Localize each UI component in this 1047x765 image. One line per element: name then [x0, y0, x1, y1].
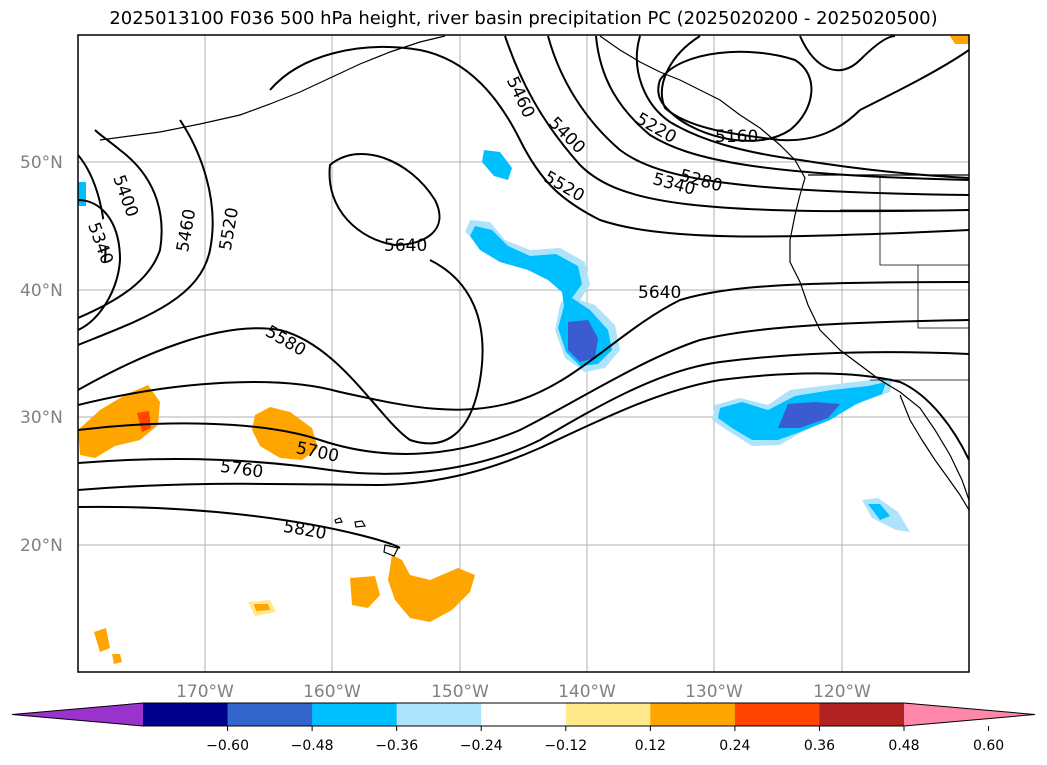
- colorbar-segment: [143, 703, 229, 726]
- colorbar-segment: [819, 703, 905, 726]
- colorbar-segment: [734, 703, 820, 726]
- precip-area-central-pacific-peak: [568, 320, 598, 362]
- contour-5280-ne: [859, 49, 969, 111]
- colorbar-segment: [227, 703, 313, 726]
- precip-area-baja-core: [868, 504, 890, 520]
- precip-area-subtropics-mid: [252, 407, 318, 460]
- lon-label-170w: 170°W: [176, 682, 234, 702]
- lon-label-140w: 140°W: [558, 682, 616, 702]
- colorbar-tick-label: −0.12: [544, 738, 587, 754]
- colorbar-segment: [481, 703, 567, 726]
- precip-area-southwest-small-core: [254, 604, 270, 611]
- contour-5400-east: [547, 35, 969, 196]
- colorbar-tick-label: −0.36: [375, 738, 418, 754]
- latitude-labels: 50°N 40°N 30°N 20°N: [20, 153, 63, 556]
- precip-positive-shading: [78, 36, 969, 664]
- colorbar-tick-label: 0.12: [635, 738, 666, 754]
- precip-negative-shading: [78, 150, 910, 532]
- lat-label-50n: 50°N: [20, 153, 63, 173]
- lon-label-130w: 130°W: [685, 682, 743, 702]
- lat-label-20n: 20°N: [20, 536, 63, 556]
- contour-5640: [78, 281, 969, 411]
- colorbar-extend-min: [12, 703, 143, 726]
- colorbar-segment: [565, 703, 651, 726]
- contour-5340-east: [595, 35, 969, 181]
- lat-label-30n: 30°N: [20, 408, 63, 428]
- contour-5820: [78, 505, 401, 549]
- colorbar-tick-label: −0.24: [460, 738, 503, 754]
- contour-5460-east: [504, 35, 969, 213]
- border-state-1: [879, 176, 969, 266]
- colorbar-segment: [312, 703, 398, 726]
- colorbar-tick-label: 0.24: [719, 738, 750, 754]
- island-hawaii: [383, 544, 399, 557]
- colorbar: −0.60 −0.48 −0.36 −0.24 −0.12 0.12 0.24 0.36 0.4…: [11, 702, 1036, 754]
- precip-area-south-of-hawaii: [388, 555, 475, 622]
- border-state-3: [917, 265, 969, 329]
- precip-area-southwest-corner-2: [112, 654, 122, 664]
- lon-label-160w: 160°W: [303, 682, 361, 702]
- precip-area-offshore-california-peak: [778, 402, 840, 428]
- contour-5520-east: [269, 46, 969, 238]
- precip-area-southwest-corner: [94, 628, 110, 652]
- lon-label-150w: 150°W: [431, 682, 489, 702]
- contour-5760: [78, 351, 969, 475]
- island-kauai: [334, 517, 343, 524]
- precip-area-northeast-corner: [950, 36, 969, 44]
- colorbar-tick-label: 0.60: [973, 738, 1004, 754]
- island-oahu: [354, 520, 366, 528]
- contour-5280: [635, 35, 969, 179]
- contour-5700: [78, 319, 969, 455]
- contour-label-5640: 5640: [638, 283, 681, 303]
- map-border: [77, 34, 970, 673]
- contour-5400-west: [78, 199, 122, 331]
- colorbar-tick-label: −0.48: [291, 738, 334, 754]
- colorbar-outline: [11, 702, 1036, 727]
- precip-area-west-subtropics: [78, 385, 160, 458]
- contour-5520-west: [78, 119, 214, 346]
- precip-area-west-edge: [78, 182, 86, 206]
- contour-5220-ne: [799, 35, 896, 72]
- contour-5160-closed: [657, 50, 813, 142]
- coast-aleutians: [99, 35, 446, 141]
- colorbar-tick-label: 0.36: [804, 738, 835, 754]
- contour-label-5640-closed: 5640: [384, 236, 427, 256]
- colorbar-segment: [396, 703, 482, 726]
- contour-5340-west: [78, 154, 107, 263]
- contour-label-5160: 5160: [715, 127, 758, 147]
- map-title: 2025013100 F036 500 hPa height, river ba…: [109, 8, 938, 29]
- contour-5640-closed: [328, 153, 441, 247]
- colorbar-segment: [650, 703, 736, 726]
- longitude-labels: 170°W 160°W 150°W 140°W 130°W 120°W: [176, 682, 871, 702]
- lat-label-40n: 40°N: [20, 281, 63, 301]
- colorbar-tick-label: −0.60: [206, 738, 249, 754]
- contour-5460-west: [78, 129, 163, 319]
- contour-5760-b: [78, 372, 969, 491]
- precip-area-west-subtropics-peak: [137, 411, 151, 432]
- colorbar-extend-max: [904, 703, 1035, 726]
- coast-baja: [899, 394, 969, 511]
- precip-area-south-west-of-hawaii: [350, 576, 380, 608]
- lon-label-120w: 120°W: [813, 682, 871, 702]
- height-contours: [78, 35, 969, 549]
- coast-north-america: [599, 35, 969, 501]
- colorbar-tick-label: 0.48: [888, 738, 919, 754]
- contour-5580: [78, 259, 484, 445]
- precip-area-north: [482, 150, 512, 180]
